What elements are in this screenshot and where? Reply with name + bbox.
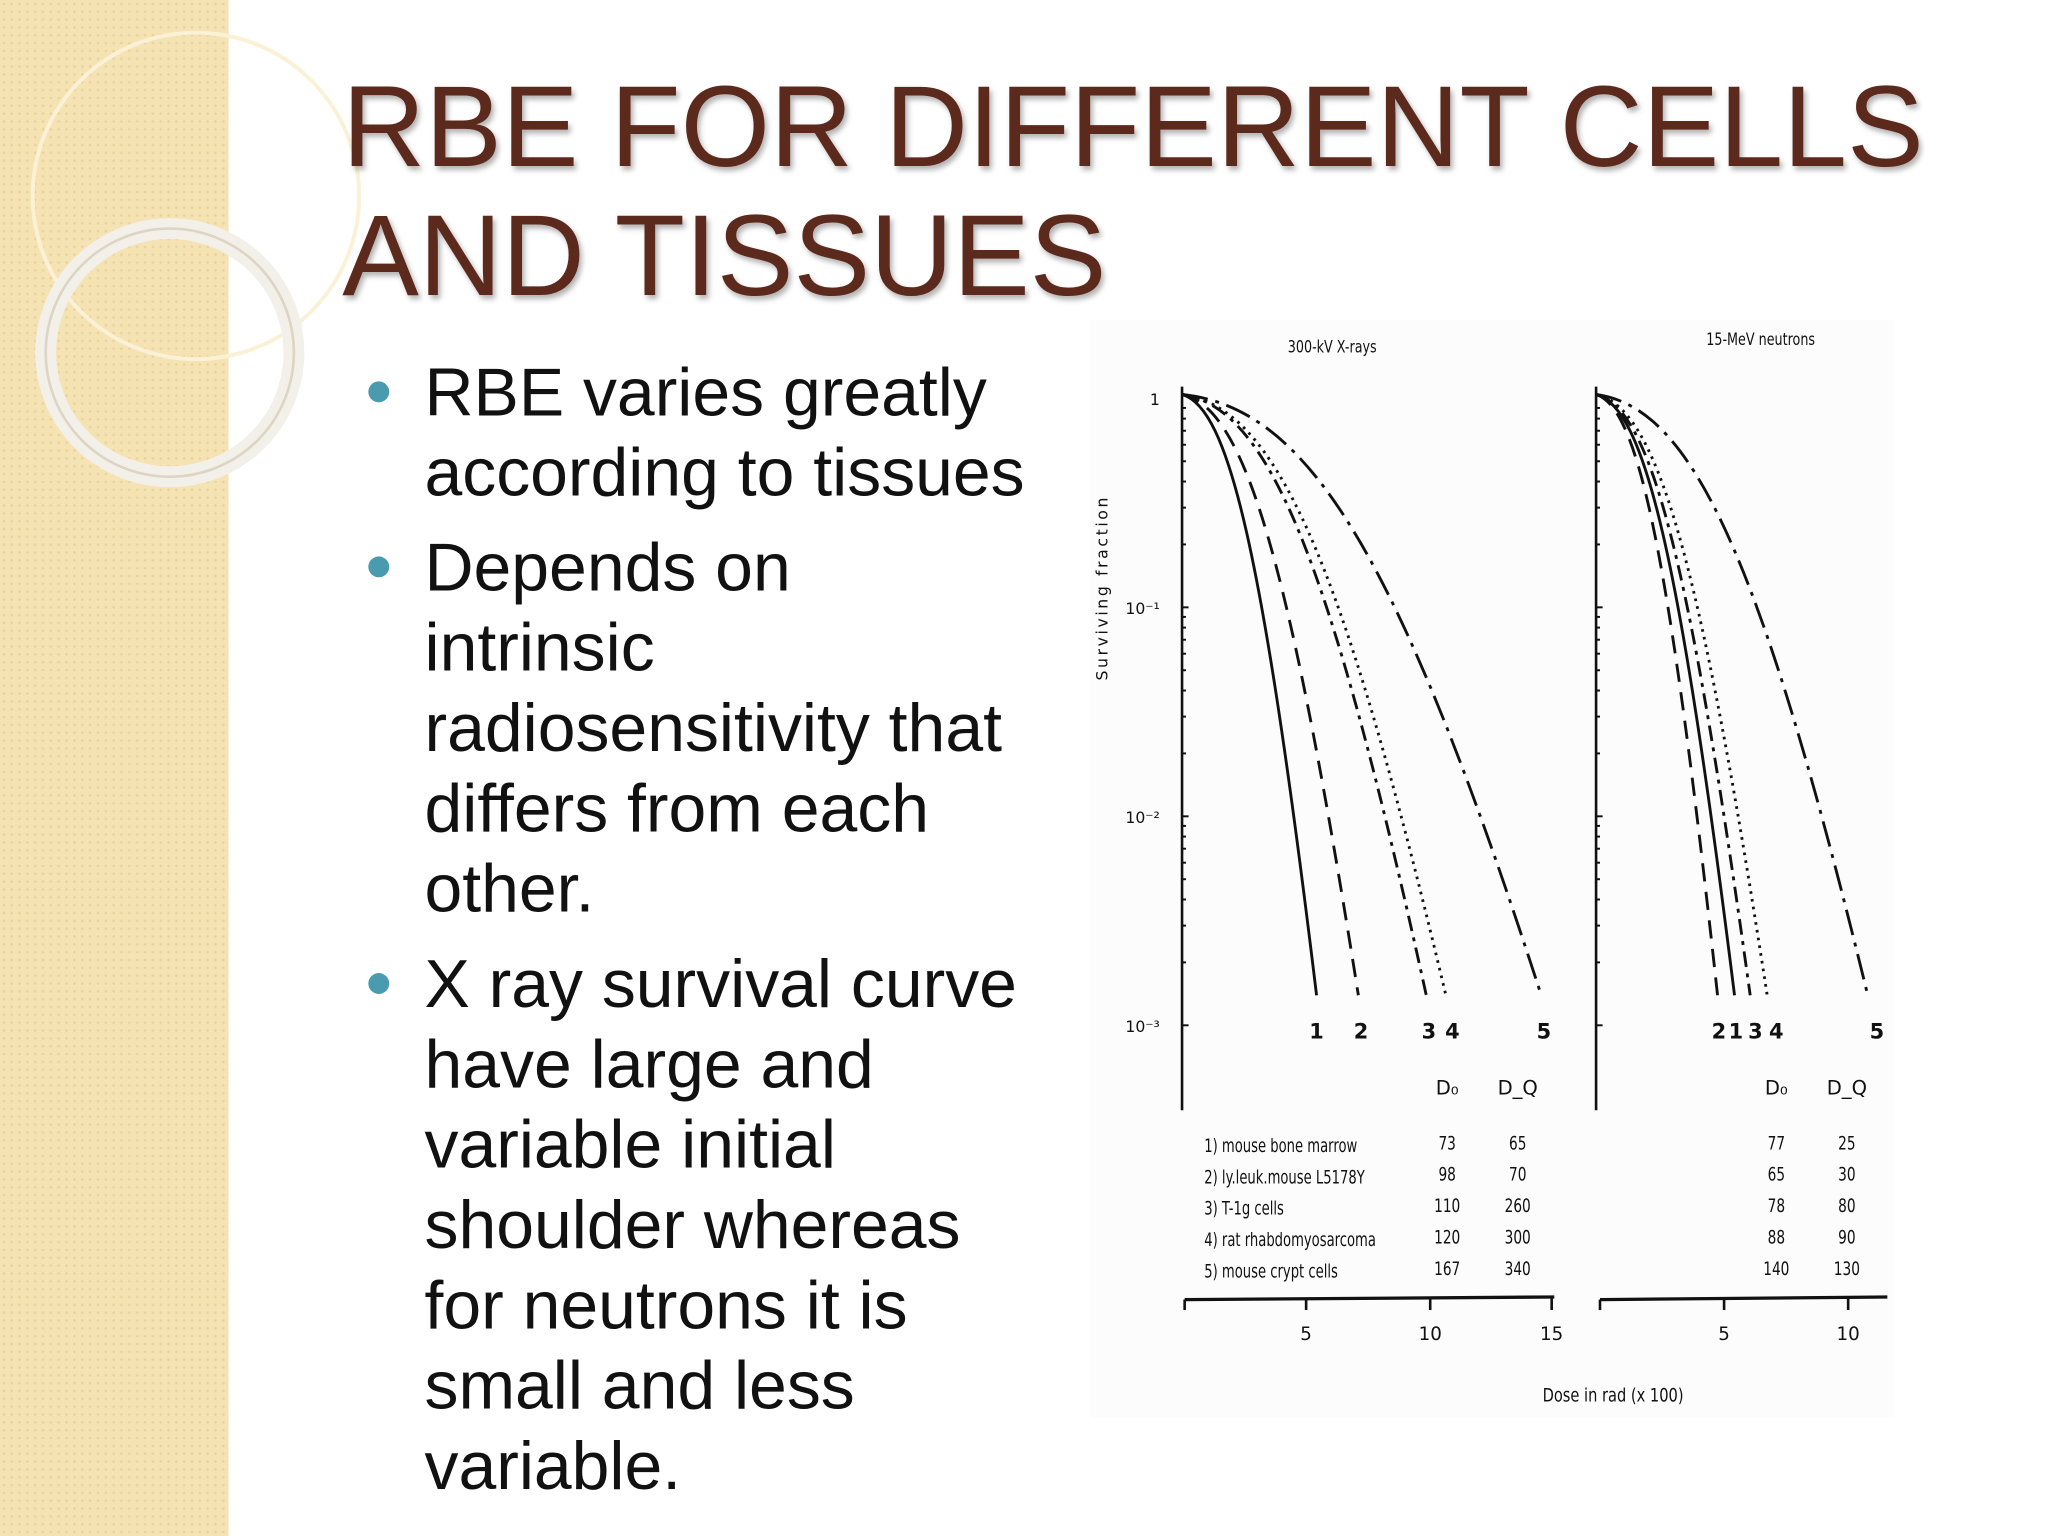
- curve-label: 5: [1870, 1019, 1885, 1043]
- survival-curve: [1595, 393, 1736, 996]
- curve-label: 3: [1422, 1019, 1437, 1043]
- x-tick-label: 10: [1837, 1324, 1860, 1345]
- curve-label: 2: [1354, 1019, 1369, 1043]
- row-label: 3) T-1g cells: [1204, 1197, 1284, 1219]
- bullet-dot: [368, 381, 390, 403]
- y-tick-label: 10⁻¹: [1125, 599, 1159, 618]
- bullet-text: small and less: [424, 1349, 854, 1424]
- bullet-dot: [368, 973, 390, 994]
- table-value: 30: [1838, 1164, 1855, 1185]
- column-header: D₀: [1436, 1077, 1459, 1100]
- row-label: 1) mouse bone marrow: [1204, 1135, 1357, 1157]
- survival-curve: [1595, 393, 1752, 996]
- bullet-text: intrinsic: [424, 611, 654, 686]
- row-label: 4) rat rhabdomyosarcoma: [1204, 1229, 1376, 1251]
- x-tick-label: 5: [1718, 1324, 1730, 1345]
- x-axis-label: Dose in rad (x 100): [1543, 1385, 1684, 1406]
- table-value: 73: [1438, 1132, 1455, 1153]
- curve-label: 3: [1748, 1019, 1763, 1043]
- survival-curve: [1181, 393, 1448, 996]
- x-tick-label: 5: [1300, 1324, 1312, 1345]
- curve-label: 1: [1729, 1019, 1744, 1043]
- bullet-text: according to tissues: [424, 436, 1024, 511]
- table-value: 130: [1834, 1258, 1860, 1279]
- panel-title: 300-kV X-rays: [1288, 337, 1377, 357]
- survival-curve: [1181, 393, 1318, 996]
- x-tick-label: 15: [1540, 1324, 1563, 1345]
- x-axis: [1184, 1295, 1555, 1302]
- bullet-text: RBE varies greatly: [424, 355, 986, 430]
- table-value: 80: [1838, 1195, 1855, 1216]
- survival-curve: [1181, 393, 1543, 996]
- row-label: 5) mouse crypt cells: [1204, 1260, 1338, 1282]
- y-tick-label: 10⁻³: [1125, 1017, 1159, 1036]
- survival-curve: [1181, 393, 1360, 996]
- curve-label: 2: [1712, 1019, 1727, 1043]
- table-value: 90: [1838, 1226, 1855, 1247]
- survival-curve: [1595, 393, 1719, 996]
- y-axis-label: Surviving fraction: [1093, 495, 1112, 681]
- table-value: 88: [1768, 1226, 1785, 1247]
- x-tick-label: 10: [1419, 1324, 1442, 1345]
- bullet-text: radiosensitivity that: [424, 691, 1002, 766]
- bullet-text: variable.: [424, 1429, 681, 1504]
- bullet-dot: [368, 556, 390, 578]
- bullet-text: have large and: [424, 1027, 873, 1102]
- table-value: 77: [1768, 1132, 1785, 1153]
- column-header: D_Q: [1498, 1077, 1538, 1100]
- row-label: 2) ly.leuk.mouse L5178Y: [1204, 1166, 1365, 1188]
- table-value: 167: [1434, 1258, 1460, 1279]
- table-value: 65: [1768, 1164, 1785, 1185]
- column-header: D_Q: [1827, 1077, 1867, 1100]
- survival-curve: [1595, 393, 1870, 996]
- title-line: AND TISSUES: [342, 192, 1106, 320]
- curve-label: 4: [1445, 1019, 1460, 1043]
- table-value: 65: [1509, 1132, 1526, 1153]
- bullet-text: shoulder whereas: [424, 1188, 960, 1263]
- y-tick-label: 1: [1150, 390, 1160, 409]
- x-axis: [1599, 1295, 1888, 1302]
- bullet-text: for neutrons it is: [424, 1268, 907, 1343]
- bullet-text: X ray survival curve: [424, 947, 1016, 1022]
- table-value: 120: [1434, 1226, 1460, 1247]
- figure: Surviving fraction Dose in rad (x 100) 300…: [1093, 329, 1888, 1406]
- table-value: 110: [1434, 1195, 1460, 1216]
- table-value: 98: [1438, 1164, 1455, 1185]
- table-value: 340: [1505, 1258, 1531, 1279]
- survival-curve: [1181, 393, 1428, 996]
- table-value: 25: [1838, 1132, 1855, 1153]
- bullet-text: Depends on: [424, 530, 790, 605]
- table-value: 260: [1505, 1195, 1531, 1216]
- bullet-text: variable initial: [424, 1108, 835, 1183]
- table-value: 78: [1768, 1195, 1785, 1216]
- curve-label: 4: [1769, 1019, 1784, 1043]
- title-line: RBE FOR DIFFERENT CELLS: [342, 63, 1924, 191]
- figure-background: [1090, 320, 1894, 1418]
- y-tick-label: 10⁻²: [1125, 808, 1159, 827]
- bullet-text: other.: [424, 852, 594, 927]
- table-value: 300: [1505, 1226, 1531, 1247]
- curve-label: 1: [1309, 1019, 1324, 1043]
- side-decoration: [0, 0, 362, 1536]
- column-header: D₀: [1765, 1077, 1788, 1100]
- table-value: 140: [1763, 1258, 1789, 1279]
- curve-label: 5: [1537, 1019, 1552, 1043]
- panel-title: 15-MeV neutrons: [1706, 329, 1815, 349]
- table-value: 70: [1509, 1164, 1526, 1185]
- bullet-text: differs from each: [424, 771, 929, 846]
